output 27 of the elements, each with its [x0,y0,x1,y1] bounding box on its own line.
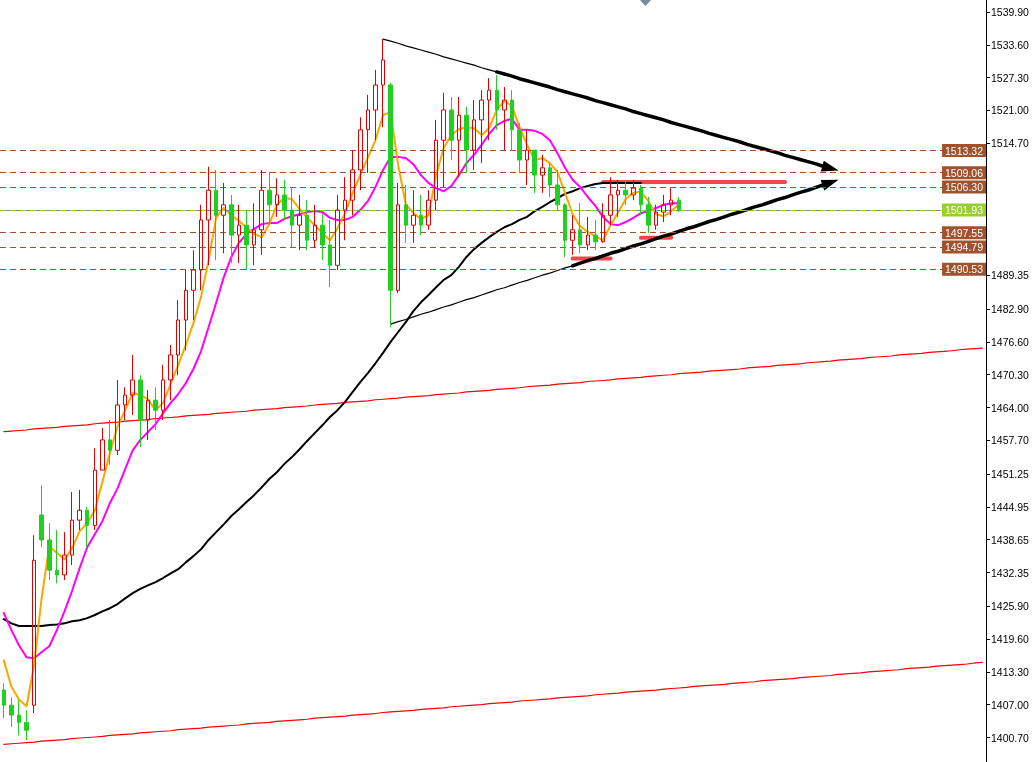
y-tick-label: 1514.70 [991,137,1030,150]
ref-line-label: 1513.32 [945,144,984,157]
ref-line-label: 1490.53 [945,263,984,276]
y-tick-label: 1464.00 [991,401,1030,414]
y-tick-label: 1438.65 [991,533,1030,546]
y-tick-label: 1432.35 [991,566,1030,579]
y-tick-label: 1470.30 [991,368,1030,381]
y-tick-label: 1489.35 [991,269,1030,282]
y-tick-label: 1419.60 [991,633,1030,645]
y-tick-label: 1457.70 [991,434,1030,447]
y-tick-label: 1407.00 [991,698,1030,711]
y-tick-label: 1400.70 [991,731,1030,744]
y-tick-label: 1476.60 [991,335,1030,348]
y-tick-label: 1527.30 [991,71,1030,84]
y-tick-label: 1533.60 [991,38,1030,51]
y-tick-label: 1413.30 [991,665,1030,678]
y-tick-label: 1539.90 [991,5,1030,18]
ref-line-label: 1506.30 [945,181,984,194]
y-tick-label: 1482.90 [991,303,1030,316]
y-tick-label: 1451.25 [991,468,1030,481]
ref-line-label: 1494.79 [945,241,984,254]
y-tick-label: 1444.95 [991,500,1030,513]
ref-line-label: 1509.06 [945,166,984,179]
ref-line-label: 1501.93 [945,203,984,216]
y-tick-label: 1521.00 [991,104,1030,117]
y-tick-label: 1425.90 [991,600,1030,613]
ref-line-label: 1497.55 [945,226,984,239]
